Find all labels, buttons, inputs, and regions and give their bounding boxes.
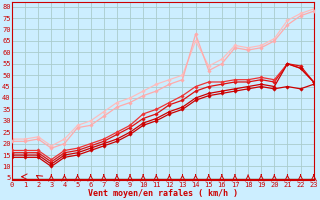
X-axis label: Vent moyen/en rafales ( km/h ): Vent moyen/en rafales ( km/h ) — [88, 189, 238, 198]
